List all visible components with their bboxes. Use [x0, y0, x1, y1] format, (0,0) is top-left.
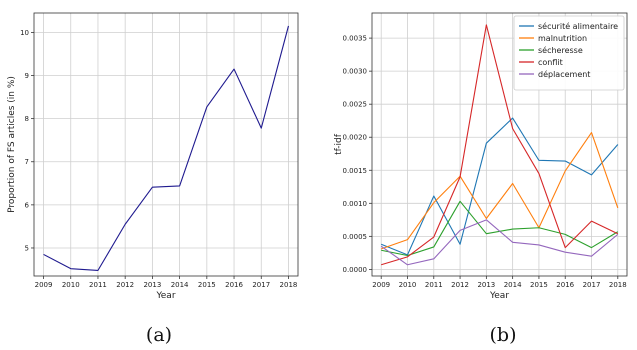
x-tick-label: 2014 [504, 281, 522, 289]
legend-label: malnutrition [538, 34, 587, 43]
x-axis-label: Year [489, 291, 509, 301]
caption-b: (b) [490, 324, 517, 346]
y-tick-label: 7 [25, 158, 29, 166]
x-tick-label: 2012 [451, 281, 469, 289]
y-tick-label: 0.0035 [343, 35, 368, 43]
y-tick-label: 10 [20, 29, 29, 37]
x-tick-label: 2010 [399, 281, 417, 289]
x-tick-label: 2014 [171, 281, 189, 289]
x-tick-label: 2011 [89, 281, 107, 289]
plot-frame [371, 12, 628, 277]
legend-label: sécheresse [538, 45, 583, 55]
series-line-sécheresse [381, 200, 619, 257]
x-axis-label: Year [155, 291, 175, 301]
x-tick-label: 2009 [35, 281, 53, 289]
x-tick-label: 2011 [425, 281, 443, 289]
y-tick-label: 9 [25, 72, 29, 80]
series-line-malnutrition [381, 132, 619, 250]
caption-a: (a) [146, 324, 172, 346]
y-tick-label: 5 [25, 244, 29, 252]
x-tick-label: 2017 [583, 281, 601, 289]
x-tick-label: 2015 [198, 281, 216, 289]
series-line-déplacement [380, 219, 619, 266]
y-tick-label: 6 [25, 201, 30, 209]
legend-box [513, 15, 625, 91]
series-line [43, 25, 290, 271]
x-tick-label: 2018 [280, 281, 298, 289]
chart-b-tfidf: 2009 2010 2011 2012 2013 2014 2015 2016 2017 2018… [334, 12, 628, 301]
y-axis-label: Proportion of FS articles (in %) [7, 76, 17, 213]
y-tick-label: 0.0005 [343, 233, 368, 241]
y-tick-label: 0.0025 [343, 101, 368, 109]
x-tick-label: 2010 [62, 281, 80, 289]
legend-label: déplacement [538, 69, 590, 79]
y-tick-label: 8 [25, 115, 29, 123]
x-tick-label: 2013 [143, 281, 161, 289]
y-tick-label: 0.0020 [343, 134, 368, 142]
y-tick-label: 0.0030 [343, 68, 368, 76]
series-line-conflit [381, 24, 619, 266]
y-axis-label: tf-idf [334, 133, 344, 155]
x-tick-label: 2018 [609, 281, 627, 289]
legend-label: sécurité alimentaire [538, 21, 618, 31]
x-tick-label: 2012 [116, 281, 134, 289]
plot-frame [33, 12, 299, 277]
x-tick-label: 2009 [372, 281, 390, 289]
x-tick-label: 2013 [477, 281, 495, 289]
x-tick-label: 2017 [252, 281, 270, 289]
x-tick-label: 2015 [530, 281, 548, 289]
x-tick-label: 2016 [225, 281, 243, 289]
series-line-sécurité-alimentaire [380, 117, 619, 256]
x-tick-label: 2016 [556, 281, 574, 289]
y-tick-label: 0.0010 [343, 200, 368, 208]
y-tick-label: 0.0000 [343, 266, 368, 274]
y-tick-label: 0.0015 [343, 167, 368, 175]
chart-a-proportion: 2009 2010 2011 2012 2013 2014 2015 2016 2017 2018… [7, 12, 299, 301]
legend-label: conflit [538, 58, 563, 67]
